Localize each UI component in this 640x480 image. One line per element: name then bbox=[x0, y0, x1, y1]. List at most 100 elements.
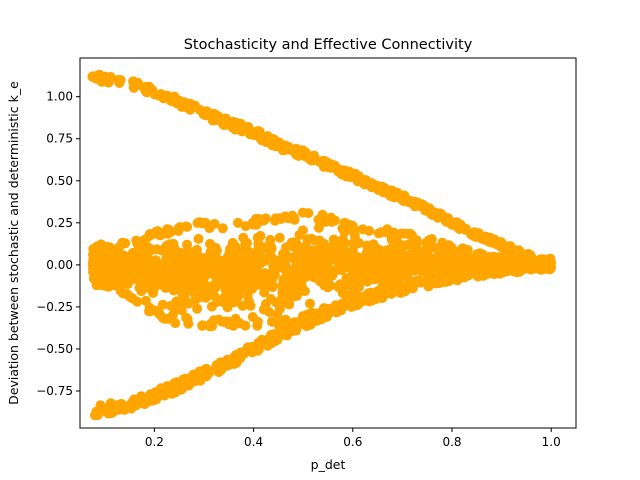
data-point bbox=[113, 258, 124, 269]
data-point bbox=[294, 229, 305, 240]
data-point bbox=[257, 276, 267, 287]
data-point bbox=[105, 398, 116, 409]
data-point bbox=[140, 244, 151, 255]
data-point bbox=[318, 213, 329, 224]
data-point bbox=[302, 309, 313, 320]
data-point bbox=[213, 364, 224, 375]
data-point bbox=[170, 318, 181, 329]
data-point bbox=[194, 252, 205, 263]
data-point bbox=[173, 226, 184, 236]
data-point bbox=[287, 292, 298, 303]
data-point bbox=[356, 174, 367, 184]
data-point bbox=[193, 233, 204, 244]
data-point bbox=[387, 284, 397, 295]
data-point bbox=[201, 363, 211, 374]
data-point bbox=[372, 243, 383, 254]
data-point bbox=[538, 257, 549, 268]
data-point bbox=[299, 286, 310, 297]
data-point bbox=[337, 287, 348, 298]
data-point bbox=[398, 228, 409, 239]
data-point bbox=[115, 75, 126, 85]
data-point bbox=[266, 316, 277, 327]
data-point bbox=[234, 318, 245, 329]
data-point bbox=[183, 251, 194, 262]
data-point bbox=[224, 277, 234, 288]
data-point bbox=[144, 82, 155, 93]
data-point bbox=[528, 257, 539, 268]
data-point bbox=[328, 234, 339, 245]
data-point bbox=[151, 388, 162, 399]
data-point bbox=[156, 91, 167, 102]
data-point bbox=[424, 265, 435, 276]
data-point bbox=[319, 238, 329, 249]
data-point bbox=[183, 298, 194, 309]
data-point bbox=[287, 210, 298, 221]
data-point bbox=[217, 223, 228, 234]
data-point bbox=[126, 266, 137, 277]
data-point bbox=[427, 210, 438, 220]
data-point bbox=[198, 274, 209, 284]
data-point bbox=[335, 279, 346, 290]
data-point bbox=[229, 297, 240, 308]
data-point bbox=[366, 179, 377, 190]
data-point bbox=[429, 278, 440, 289]
data-point bbox=[469, 229, 479, 240]
data-point bbox=[330, 215, 340, 226]
data-point bbox=[94, 244, 105, 254]
x-tick-label: 0.8 bbox=[442, 435, 461, 449]
data-point bbox=[202, 256, 213, 267]
data-point bbox=[154, 229, 165, 240]
data-point bbox=[170, 378, 181, 389]
x-axis-ticks: 0.2 0.4 0.6 0.8 1.0 bbox=[145, 428, 561, 449]
data-point bbox=[239, 265, 250, 276]
data-point bbox=[251, 219, 262, 230]
data-point bbox=[515, 264, 526, 275]
data-point bbox=[205, 318, 216, 329]
data-point bbox=[363, 245, 374, 255]
data-point bbox=[203, 288, 214, 299]
y-tick-label: 0.00 bbox=[46, 258, 73, 272]
data-point bbox=[272, 309, 283, 320]
data-point bbox=[286, 325, 297, 335]
data-point bbox=[115, 285, 126, 296]
data-point bbox=[274, 232, 285, 243]
data-point bbox=[326, 159, 337, 170]
data-point bbox=[128, 76, 139, 87]
data-points bbox=[87, 69, 557, 421]
data-point bbox=[489, 234, 500, 245]
data-point bbox=[435, 211, 446, 222]
data-point bbox=[91, 73, 102, 84]
data-point bbox=[463, 256, 474, 266]
data-point bbox=[264, 269, 275, 280]
data-point bbox=[452, 220, 463, 231]
data-point bbox=[341, 257, 352, 268]
y-axis-ticks: −0.75 −0.50 −0.25 0.00 0.25 0.50 0.75 1.00 bbox=[36, 90, 80, 398]
data-point bbox=[318, 303, 329, 314]
data-point bbox=[450, 270, 461, 281]
data-point bbox=[351, 299, 362, 310]
data-point bbox=[119, 404, 130, 415]
data-point bbox=[316, 157, 327, 167]
data-point bbox=[94, 278, 105, 289]
y-tick-label: −0.25 bbox=[36, 300, 73, 314]
data-point bbox=[230, 350, 241, 360]
data-point bbox=[319, 269, 330, 280]
data-point bbox=[264, 245, 275, 256]
data-point bbox=[180, 279, 191, 290]
data-point bbox=[220, 295, 230, 306]
data-point bbox=[379, 250, 390, 261]
data-point bbox=[294, 250, 305, 261]
data-point bbox=[224, 358, 235, 368]
x-tick-label: 0.4 bbox=[244, 435, 263, 449]
data-point bbox=[361, 262, 372, 273]
data-point bbox=[258, 304, 269, 315]
data-point bbox=[114, 242, 125, 253]
data-point bbox=[446, 261, 457, 271]
data-point bbox=[215, 357, 226, 368]
data-point bbox=[503, 266, 514, 276]
data-point bbox=[132, 296, 143, 307]
data-point bbox=[316, 259, 327, 269]
data-point bbox=[97, 262, 108, 273]
x-tick-label: 0.2 bbox=[145, 435, 164, 449]
